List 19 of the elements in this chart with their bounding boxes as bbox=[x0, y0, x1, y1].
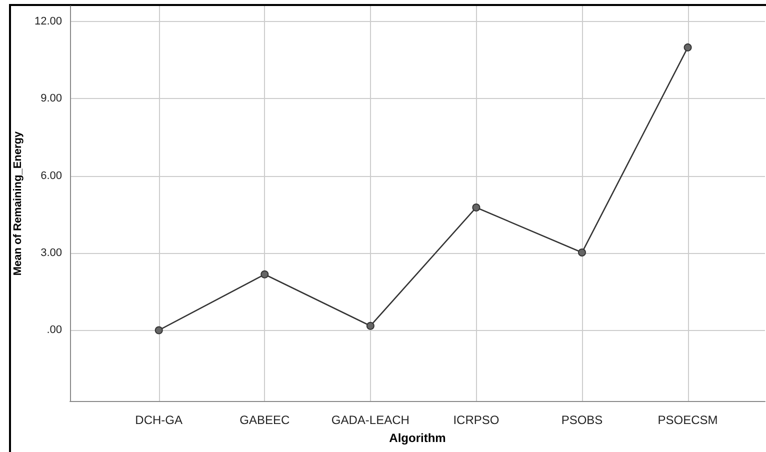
y-tick-label: 3.00 bbox=[40, 247, 62, 260]
y-tick-label: 6.00 bbox=[40, 170, 62, 182]
x-tick-label: PSOBS bbox=[561, 413, 603, 427]
x-tick-label: GADA-LEACH bbox=[331, 413, 410, 427]
point bbox=[260, 270, 269, 278]
point bbox=[154, 326, 163, 334]
y-tick-label: 9.00 bbox=[40, 92, 62, 105]
y-tick-label: .00 bbox=[46, 324, 62, 336]
x-tick-label: ICRPSO bbox=[453, 413, 500, 427]
point bbox=[578, 248, 586, 257]
y-axis-title: Mean of Remaining_Energy bbox=[12, 130, 24, 276]
point bbox=[366, 322, 374, 330]
point bbox=[684, 43, 692, 52]
x-tick-label: PSOECSM bbox=[658, 413, 718, 427]
x-tick-label: GABEEC bbox=[240, 413, 290, 427]
x-tick-label: DCH-GA bbox=[135, 413, 183, 427]
y-tick-label: 12.00 bbox=[34, 15, 62, 28]
x-axis-title: Algorithm bbox=[389, 431, 446, 445]
point bbox=[472, 203, 480, 212]
